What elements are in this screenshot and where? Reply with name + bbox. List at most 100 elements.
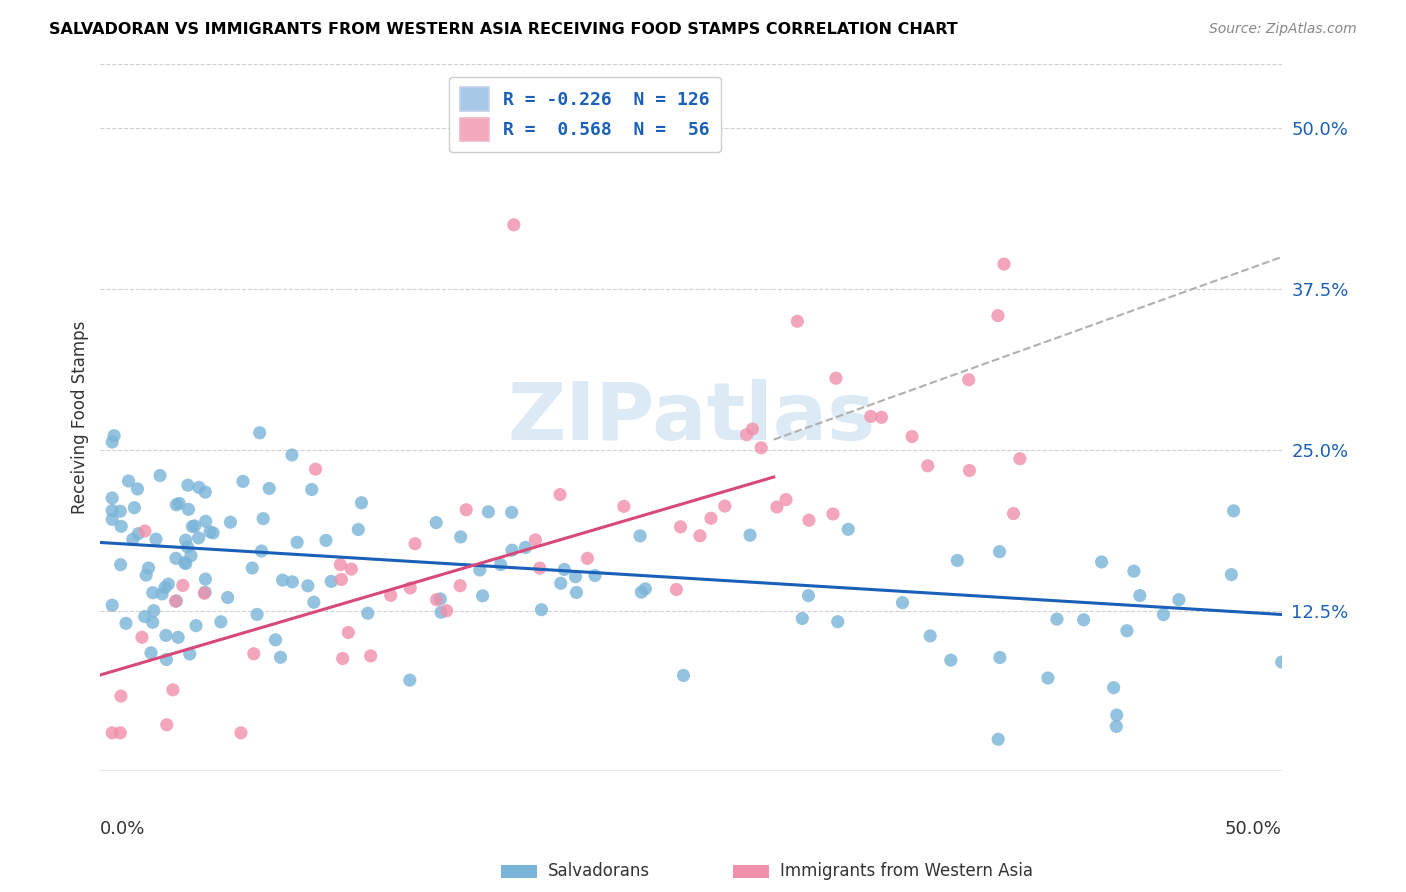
Point xyxy=(468,563,491,577)
Point xyxy=(502,218,524,232)
Point xyxy=(628,529,651,543)
Point xyxy=(176,540,198,554)
Text: 50.0%: 50.0% xyxy=(1225,821,1282,838)
Point xyxy=(700,511,723,525)
Point xyxy=(332,651,354,665)
Point xyxy=(988,544,1011,558)
Point xyxy=(1002,507,1025,521)
Point xyxy=(181,519,204,533)
Point xyxy=(957,373,980,387)
Point xyxy=(202,525,225,540)
Point xyxy=(1105,719,1128,733)
Point xyxy=(357,606,380,620)
Point xyxy=(194,514,217,528)
Point xyxy=(741,422,763,436)
Point xyxy=(515,541,537,555)
Point xyxy=(837,522,859,536)
Point xyxy=(243,647,266,661)
Text: SALVADORAN VS IMMIGRANTS FROM WESTERN ASIA RECEIVING FOOD STAMPS CORRELATION CHA: SALVADORAN VS IMMIGRANTS FROM WESTERN AS… xyxy=(49,22,957,37)
Point xyxy=(153,581,176,595)
Point xyxy=(425,516,447,530)
Point xyxy=(285,535,308,549)
Point xyxy=(155,628,177,642)
Point xyxy=(110,558,132,572)
Point xyxy=(946,553,969,567)
Point xyxy=(360,648,382,663)
Point xyxy=(174,557,197,571)
FancyBboxPatch shape xyxy=(733,864,769,879)
Point xyxy=(1102,681,1125,695)
Point xyxy=(825,371,848,385)
Point xyxy=(117,474,139,488)
Point xyxy=(1008,451,1031,466)
Point xyxy=(165,498,187,512)
Point xyxy=(321,574,343,589)
Text: Source: ZipAtlas.com: Source: ZipAtlas.com xyxy=(1209,22,1357,37)
Point xyxy=(553,562,575,576)
Point xyxy=(167,496,190,510)
Point xyxy=(1073,613,1095,627)
Point xyxy=(229,726,252,740)
Point xyxy=(187,531,209,545)
Point xyxy=(1220,567,1243,582)
Point xyxy=(548,487,571,501)
Point xyxy=(165,594,187,608)
Point xyxy=(792,611,814,625)
Point xyxy=(329,558,352,572)
Point xyxy=(1036,671,1059,685)
Point xyxy=(471,589,494,603)
Point xyxy=(232,475,254,489)
Point xyxy=(194,485,217,500)
Point xyxy=(1129,589,1152,603)
Point xyxy=(172,578,194,592)
Point xyxy=(380,588,402,602)
Point xyxy=(304,462,326,476)
Point xyxy=(901,429,924,443)
FancyBboxPatch shape xyxy=(501,864,537,879)
Point xyxy=(250,544,273,558)
Point xyxy=(173,556,195,570)
Legend: R = -0.226  N = 126, R =  0.568  N =  56: R = -0.226 N = 126, R = 0.568 N = 56 xyxy=(449,77,720,152)
Point xyxy=(917,458,939,473)
Point xyxy=(429,591,451,606)
Point xyxy=(184,618,207,632)
Point xyxy=(135,568,157,582)
Point xyxy=(398,673,420,687)
Point xyxy=(1222,504,1244,518)
Point xyxy=(264,632,287,647)
Point xyxy=(1122,564,1144,578)
Point xyxy=(162,682,184,697)
Point xyxy=(156,718,179,732)
Point xyxy=(337,625,360,640)
Point xyxy=(134,524,156,538)
Point xyxy=(993,257,1015,271)
Point xyxy=(177,502,200,516)
Point xyxy=(340,562,363,576)
Point xyxy=(775,492,797,507)
Point xyxy=(550,576,572,591)
Point xyxy=(565,585,588,599)
Point xyxy=(179,647,201,661)
Point xyxy=(821,507,844,521)
Point xyxy=(121,533,143,547)
Point xyxy=(1271,655,1294,669)
Point xyxy=(988,650,1011,665)
Point xyxy=(630,585,652,599)
Point xyxy=(124,500,146,515)
Point xyxy=(456,502,478,516)
Point xyxy=(766,500,789,514)
Point xyxy=(194,585,217,599)
Point xyxy=(477,505,499,519)
Point xyxy=(302,595,325,609)
Point xyxy=(987,309,1010,323)
Point xyxy=(217,591,239,605)
Point xyxy=(101,435,124,450)
Point xyxy=(501,505,523,519)
Point xyxy=(738,528,761,542)
Point xyxy=(987,732,1010,747)
Point xyxy=(1105,708,1128,723)
Point xyxy=(529,561,551,575)
Point xyxy=(110,726,132,740)
Point xyxy=(689,529,711,543)
Point xyxy=(249,425,271,440)
